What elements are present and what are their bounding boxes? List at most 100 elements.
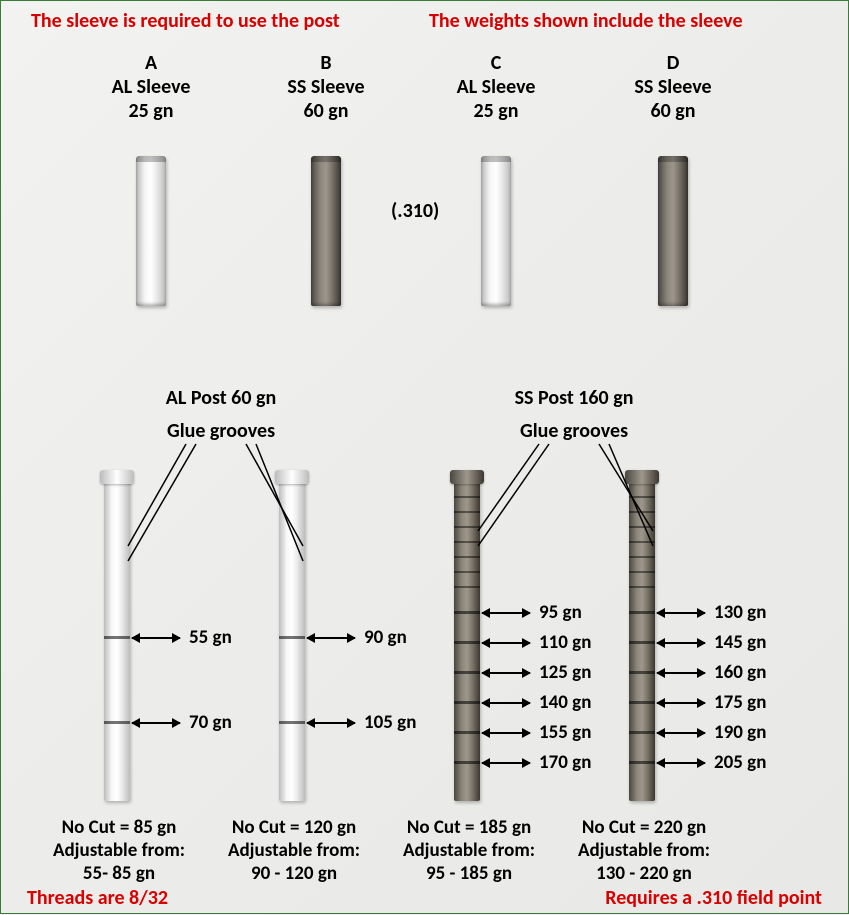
groove-mark bbox=[454, 541, 480, 543]
groove-mark bbox=[629, 496, 655, 498]
groove-mark bbox=[629, 701, 655, 704]
groove-mark bbox=[629, 761, 655, 764]
A-adj2: 55- 85 gn bbox=[83, 862, 155, 885]
col-D-letter: D bbox=[667, 51, 680, 75]
sleeve-A bbox=[136, 156, 166, 306]
col-C-weight: 25 gn bbox=[473, 99, 518, 123]
ss-C-mark-5: 170 gn bbox=[539, 751, 591, 774]
groove-mark bbox=[104, 721, 130, 724]
arrow-indicator bbox=[657, 702, 705, 704]
col-D-name: SS Sleeve bbox=[634, 75, 711, 99]
arrow-indicator bbox=[307, 637, 355, 639]
D-adj2: 130 - 220 gn bbox=[596, 862, 692, 885]
C-adj2: 95 - 185 gn bbox=[426, 862, 512, 885]
groove-mark bbox=[454, 511, 480, 513]
groove-mark bbox=[629, 556, 655, 558]
arrow-indicator bbox=[482, 732, 530, 734]
groove-mark bbox=[454, 586, 480, 588]
groove-mark bbox=[454, 671, 480, 674]
ss-D-mark-0: 130 gn bbox=[714, 601, 766, 624]
al-A-mark-1: 70 gn bbox=[189, 711, 232, 734]
col-B-letter: B bbox=[320, 51, 331, 75]
ss-post-D bbox=[629, 476, 655, 801]
col-A-name: AL Sleeve bbox=[112, 75, 191, 99]
ss-D-mark-4: 190 gn bbox=[714, 721, 766, 744]
groove-mark bbox=[454, 761, 480, 764]
al-glue-grooves: Glue grooves bbox=[167, 419, 275, 443]
col-B-weight: 60 gn bbox=[303, 99, 348, 123]
al-A-mark-0: 55 gn bbox=[189, 626, 232, 649]
col-C-letter: C bbox=[491, 51, 502, 75]
groove-mark bbox=[629, 641, 655, 644]
groove-mark bbox=[629, 571, 655, 573]
al-B-mark-0: 90 gn bbox=[364, 626, 407, 649]
groove-mark bbox=[454, 526, 480, 528]
threads-note: Threads are 8/32 bbox=[27, 886, 168, 910]
al-post-title: AL Post 60 gn bbox=[166, 386, 276, 410]
sleeve-C bbox=[481, 156, 511, 306]
ss-C-mark-0: 95 gn bbox=[539, 601, 582, 624]
col-B-name: SS Sleeve bbox=[287, 75, 364, 99]
groove-mark bbox=[454, 571, 480, 573]
D-adj1: Adjustable from: bbox=[578, 839, 710, 862]
arrow-indicator bbox=[482, 612, 530, 614]
arrow-indicator bbox=[482, 762, 530, 764]
arrow-indicator bbox=[657, 612, 705, 614]
ss-post-title: SS Post 160 gn bbox=[515, 386, 634, 410]
C-adj1: Adjustable from: bbox=[403, 839, 535, 862]
arrow-indicator bbox=[132, 722, 180, 724]
arrow-indicator bbox=[307, 722, 355, 724]
arrow-indicator bbox=[657, 732, 705, 734]
ss-D-mark-5: 205 gn bbox=[714, 751, 766, 774]
groove-mark bbox=[629, 671, 655, 674]
ss-C-mark-4: 155 gn bbox=[539, 721, 591, 744]
ss-D-mark-2: 160 gn bbox=[714, 661, 766, 684]
note-weights-include: The weights shown include the sleeve bbox=[429, 9, 743, 33]
groove-mark bbox=[279, 721, 305, 724]
groove-mark bbox=[454, 731, 480, 734]
fieldpoint-note: Requires a .310 field point bbox=[605, 886, 822, 910]
arrow-indicator bbox=[132, 637, 180, 639]
groove-mark bbox=[629, 541, 655, 543]
groove-mark bbox=[454, 701, 480, 704]
al-B-mark-1: 105 gn bbox=[364, 711, 416, 734]
arrow-indicator bbox=[482, 702, 530, 704]
B-nocut: No Cut = 120 gn bbox=[232, 816, 356, 839]
groove-mark bbox=[454, 641, 480, 644]
ss-C-mark-1: 110 gn bbox=[539, 631, 591, 654]
groove-mark bbox=[629, 611, 655, 614]
A-adj1: Adjustable from: bbox=[53, 839, 185, 862]
groove-mark bbox=[629, 731, 655, 734]
arrow-indicator bbox=[657, 672, 705, 674]
ss-C-mark-3: 140 gn bbox=[539, 691, 591, 714]
B-adj1: Adjustable from: bbox=[228, 839, 360, 862]
ss-D-mark-1: 145 gn bbox=[714, 631, 766, 654]
sleeve-B bbox=[311, 156, 341, 306]
diagram-canvas: The sleeve is required to use the post T… bbox=[0, 0, 849, 914]
groove-mark bbox=[629, 586, 655, 588]
col-A-weight: 25 gn bbox=[128, 99, 173, 123]
groove-mark bbox=[454, 556, 480, 558]
ss-glue-grooves: Glue grooves bbox=[520, 419, 628, 443]
al-post-A bbox=[104, 476, 130, 801]
sleeve-D bbox=[658, 156, 688, 306]
ss-C-mark-2: 125 gn bbox=[539, 661, 591, 684]
col-C-name: AL Sleeve bbox=[457, 75, 536, 99]
arrow-indicator bbox=[482, 672, 530, 674]
arrow-indicator bbox=[482, 642, 530, 644]
groove-mark bbox=[629, 511, 655, 513]
note-sleeve-required: The sleeve is required to use the post bbox=[31, 9, 340, 33]
arrow-indicator bbox=[657, 642, 705, 644]
col-A-letter: A bbox=[145, 51, 157, 75]
ss-D-mark-3: 175 gn bbox=[714, 691, 766, 714]
B-adj2: 90 - 120 gn bbox=[251, 862, 337, 885]
D-nocut: No Cut = 220 gn bbox=[582, 816, 706, 839]
groove-mark bbox=[454, 496, 480, 498]
groove-mark bbox=[629, 526, 655, 528]
ss-post-C bbox=[454, 476, 480, 801]
groove-mark bbox=[279, 636, 305, 639]
groove-mark bbox=[104, 636, 130, 639]
C-nocut: No Cut = 185 gn bbox=[407, 816, 531, 839]
arrow-indicator bbox=[657, 762, 705, 764]
al-post-B bbox=[279, 476, 305, 801]
